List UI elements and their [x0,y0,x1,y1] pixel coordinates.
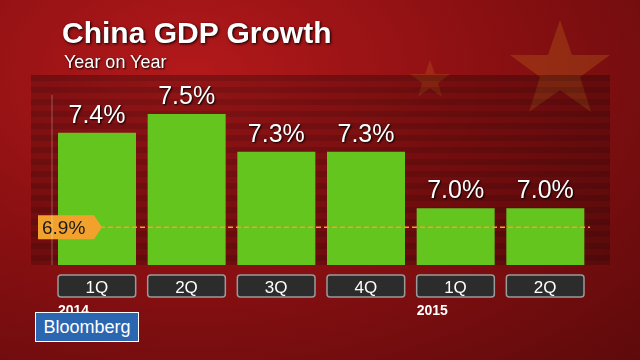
html-text:China GDP Growth: China GDP Growth [62,16,332,49]
html-text:Year on Year: Year on Year [64,52,167,72]
svg-text:7.5%: 7.5% [158,81,215,109]
svg-text:7.0%: 7.0% [427,175,484,203]
svg-text:7.4%: 7.4% [69,100,126,128]
html-text:Bloomberg: Bloomberg [43,317,131,337]
svg-text:3Q: 3Q [265,278,288,297]
svg-text:2015: 2015 [417,302,448,318]
svg-text:2Q: 2Q [534,278,557,297]
svg-text:1Q: 1Q [85,278,108,297]
svg-text:1Q: 1Q [444,278,467,297]
svg-text:6.9%: 6.9% [42,217,85,238]
svg-text:2Q: 2Q [175,278,198,297]
svg-text:7.0%: 7.0% [517,175,574,203]
svg-text:2014: 2014 [58,302,90,318]
svg-text:4Q: 4Q [354,278,377,297]
svg-text:7.3%: 7.3% [338,119,395,147]
svg-text:7.3%: 7.3% [248,119,305,147]
